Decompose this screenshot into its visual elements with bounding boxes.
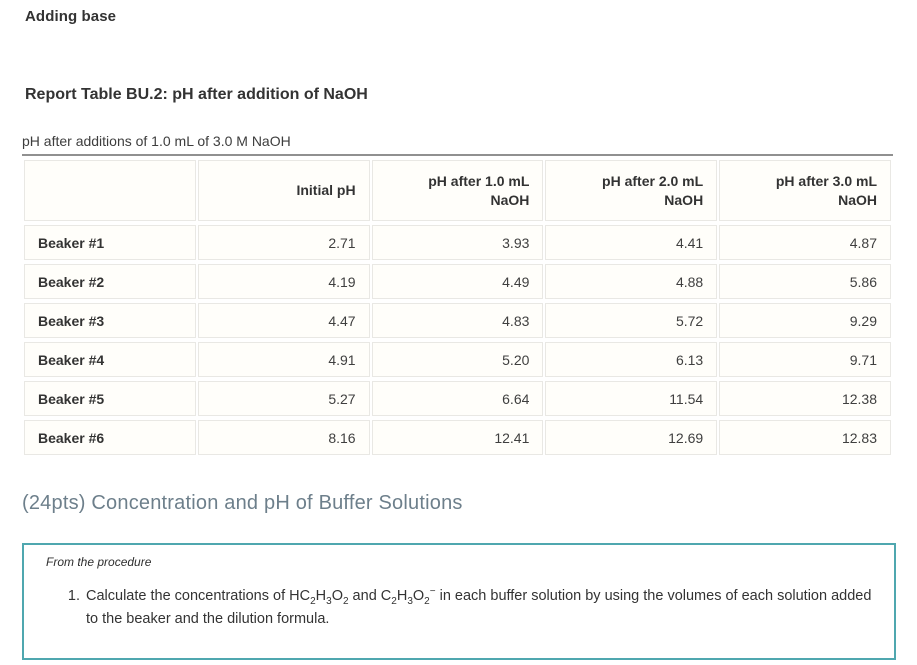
ph-value-cell: 5.86	[719, 264, 891, 299]
row-label: Beaker #2	[24, 264, 196, 299]
row-label: Beaker #3	[24, 303, 196, 338]
ph-value-cell: 6.64	[371, 381, 544, 416]
ph-value-cell: 4.87	[719, 225, 891, 260]
table-row: Beaker #5 5.27 6.64 11.54 12.38	[24, 381, 891, 416]
ph-table: Initial pH pH after 1.0 mL NaOH pH after 2…	[22, 154, 893, 459]
column-header: pH after 2.0 mL NaOH	[545, 160, 718, 221]
row-label: Beaker #6	[24, 420, 196, 455]
row-label: Beaker #4	[24, 342, 196, 377]
ph-value-cell: 4.41	[545, 225, 718, 260]
section-title-adding-base: Adding base	[25, 8, 117, 25]
ph-value-cell: 4.88	[545, 264, 718, 299]
procedure-box: From the procedure Calculate the concent…	[22, 543, 896, 660]
table-row: Beaker #4 4.91 5.20 6.13 9.71	[24, 342, 891, 377]
ph-value-cell: 5.27	[197, 381, 370, 416]
ph-value-cell: 5.72	[545, 303, 718, 338]
ph-value-cell: 9.71	[719, 342, 891, 377]
ph-value-cell: 12.83	[719, 420, 891, 455]
ph-value-cell: 2.71	[197, 225, 370, 260]
column-header: Initial pH	[197, 160, 370, 221]
ph-value-cell: 9.29	[719, 303, 891, 338]
column-header: pH after 1.0 mL NaOH	[371, 160, 544, 221]
buffer-section-heading: (24pts) Concentration and pH of Buffer S…	[22, 492, 463, 514]
ph-value-cell: 6.13	[545, 342, 718, 377]
ph-value-cell: 4.19	[197, 264, 370, 299]
procedure-list: Calculate the concentrations of HC2H3O2 …	[46, 585, 872, 631]
ph-value-cell: 3.93	[371, 225, 544, 260]
procedure-item: Calculate the concentrations of HC2H3O2 …	[84, 585, 872, 631]
ph-value-cell: 8.16	[197, 420, 370, 455]
column-header: pH after 3.0 mL NaOH	[719, 160, 891, 221]
ph-value-cell: 12.41	[371, 420, 544, 455]
table-row: Beaker #6 8.16 12.41 12.69 12.83	[24, 420, 891, 455]
table-row: Beaker #3 4.47 4.83 5.72 9.29	[24, 303, 891, 338]
table-row: Beaker #2 4.19 4.49 4.88 5.86	[24, 264, 891, 299]
procedure-label: From the procedure	[46, 555, 152, 569]
table-caption: pH after additions of 1.0 mL of 3.0 M Na…	[22, 133, 291, 149]
row-label: Beaker #1	[24, 225, 196, 260]
ph-value-cell: 4.83	[371, 303, 544, 338]
header-row: Initial pH pH after 1.0 mL NaOH pH after 2…	[24, 160, 891, 221]
ph-value-cell: 4.91	[197, 342, 370, 377]
ph-value-cell: 4.49	[371, 264, 544, 299]
ph-value-cell: 5.20	[371, 342, 544, 377]
ph-value-cell: 12.38	[719, 381, 891, 416]
ph-value-cell: 12.69	[545, 420, 718, 455]
table-row: Beaker #1 2.71 3.93 4.41 4.87	[24, 225, 891, 260]
ph-value-cell: 4.47	[197, 303, 370, 338]
ph-value-cell: 11.54	[545, 381, 718, 416]
row-label: Beaker #5	[24, 381, 196, 416]
corner-header-cell	[24, 160, 196, 221]
report-table-title: Report Table BU.2: pH after addition of …	[25, 86, 368, 103]
